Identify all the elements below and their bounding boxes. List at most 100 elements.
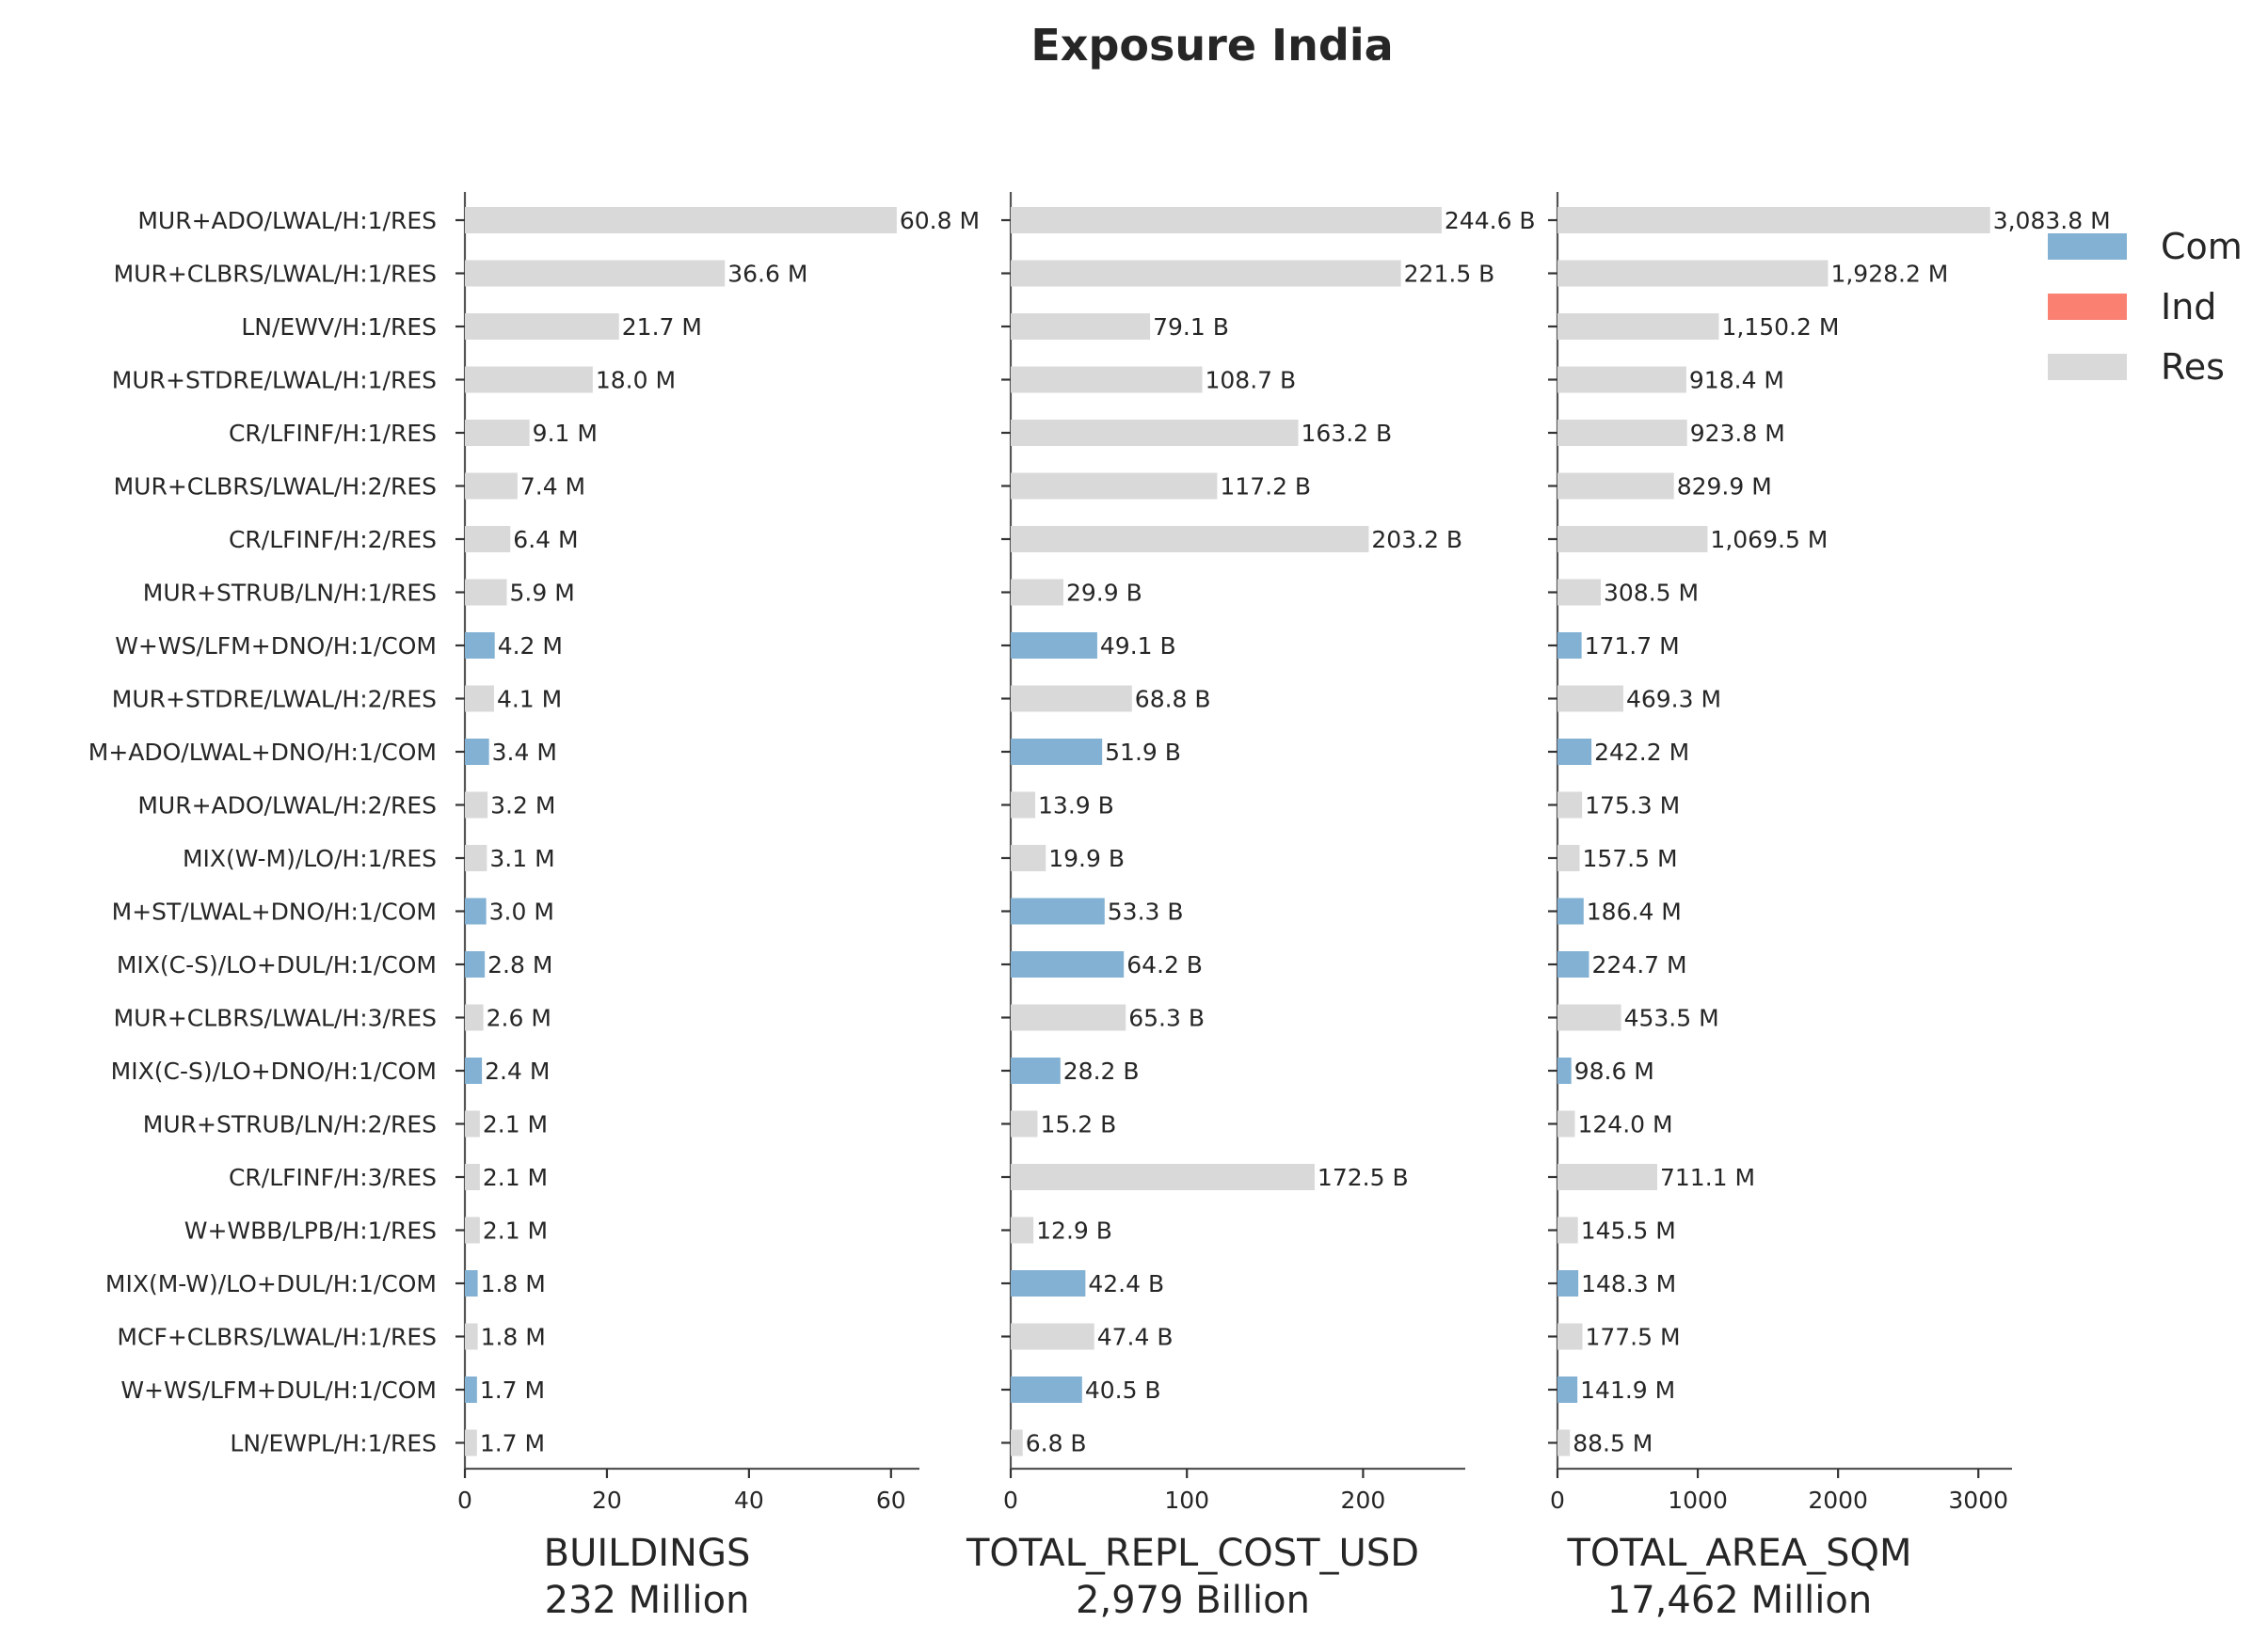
bar-value-label: 157.5 M bbox=[1582, 845, 1677, 872]
category-label: MUR+ADO/LWAL/H:1/RES bbox=[137, 207, 437, 234]
bar-value-label: 108.7 B bbox=[1205, 367, 1296, 394]
category-label: CR/LFINF/H:3/RES bbox=[229, 1164, 437, 1191]
bar bbox=[1557, 260, 1829, 287]
bar bbox=[1011, 1429, 1023, 1456]
bar-value-label: 1.7 M bbox=[480, 1430, 545, 1457]
bar-value-label: 1.7 M bbox=[480, 1376, 545, 1404]
bar-value-label: 829.9 M bbox=[1677, 473, 1772, 501]
x-tick-label: 0 bbox=[457, 1487, 472, 1514]
bar bbox=[1011, 1376, 1082, 1403]
bar-value-label: 171.7 M bbox=[1585, 632, 1680, 660]
bar bbox=[465, 260, 726, 287]
bar-value-label: 163.2 B bbox=[1302, 420, 1393, 447]
bar bbox=[465, 1323, 478, 1350]
bar bbox=[1011, 579, 1063, 606]
category-label: MUR+CLBRS/LWAL/H:2/RES bbox=[114, 473, 437, 501]
bar-value-label: 221.5 B bbox=[1404, 261, 1495, 288]
bar-value-label: 175.3 M bbox=[1585, 792, 1680, 820]
bar-value-label: 19.9 B bbox=[1048, 845, 1125, 872]
legend-swatch bbox=[2048, 294, 2127, 320]
panel-3: 3,083.8 M 1,928.2 M 1,150.2 M 918.4 M 923.8 … bbox=[1548, 192, 2111, 1622]
legend-item-com: Com bbox=[2048, 226, 2243, 267]
bar bbox=[465, 632, 495, 659]
bar bbox=[1557, 951, 1589, 978]
bar bbox=[1011, 1110, 1038, 1138]
category-label: MUR+ADO/LWAL/H:2/RES bbox=[137, 792, 437, 820]
bar bbox=[1011, 1164, 1315, 1190]
category-label: MIX(C-S)/LO+DUL/H:1/COM bbox=[117, 951, 437, 979]
legend-label: Com bbox=[2161, 226, 2243, 267]
chart-title: Exposure India bbox=[1030, 20, 1393, 71]
bar-value-label: 6.8 B bbox=[1026, 1430, 1087, 1457]
bar bbox=[465, 685, 494, 712]
bar-value-label: 2.1 M bbox=[483, 1111, 548, 1138]
chart-panels: 60.8 M MUR+ADO/LWAL/H:1/RES 36.6 M MUR+CLBR… bbox=[88, 192, 2111, 1622]
bar-value-label: 21.7 M bbox=[622, 313, 702, 341]
bar bbox=[465, 420, 530, 446]
x-axis-total: 2,979 Billion bbox=[1076, 1579, 1310, 1622]
bar bbox=[465, 1217, 480, 1244]
x-tick-label: 60 bbox=[876, 1487, 906, 1514]
bar bbox=[1557, 898, 1584, 925]
bar-value-label: 51.9 B bbox=[1105, 739, 1181, 766]
bar bbox=[465, 898, 487, 925]
legend-label: Res bbox=[2161, 346, 2225, 388]
bar bbox=[1557, 1376, 1578, 1403]
bar-value-label: 36.6 M bbox=[727, 261, 807, 288]
bar-value-label: 918.4 M bbox=[1689, 367, 1784, 394]
bar bbox=[1011, 898, 1105, 925]
bar bbox=[465, 791, 488, 819]
bar bbox=[465, 1004, 484, 1031]
bar bbox=[465, 526, 511, 552]
bar-value-label: 177.5 M bbox=[1585, 1324, 1680, 1351]
bar bbox=[1557, 472, 1674, 500]
bar-value-label: 1.8 M bbox=[481, 1270, 546, 1297]
x-axis-label: TOTAL_AREA_SQM bbox=[1566, 1532, 1911, 1575]
bar-value-label: 12.9 B bbox=[1036, 1217, 1112, 1245]
legend-item-ind: Ind bbox=[2048, 286, 2216, 327]
bar bbox=[1557, 1217, 1578, 1244]
bar bbox=[1011, 685, 1132, 712]
x-axis-label: BUILDINGS bbox=[544, 1532, 751, 1575]
bar-value-label: 60.8 M bbox=[900, 207, 980, 234]
bar bbox=[1011, 632, 1097, 659]
category-label: MIX(M-W)/LO+DUL/H:1/COM bbox=[105, 1270, 437, 1297]
bar bbox=[1011, 739, 1103, 765]
bar bbox=[1557, 1429, 1571, 1456]
bar-value-label: 47.4 B bbox=[1097, 1324, 1174, 1351]
category-label: W+WBB/LPB/H:1/RES bbox=[184, 1217, 437, 1245]
bar-value-label: 203.2 B bbox=[1371, 526, 1462, 553]
bar bbox=[465, 951, 486, 978]
category-label: W+WS/LFM+DNO/H:1/COM bbox=[115, 632, 437, 660]
legend-swatch bbox=[2048, 354, 2127, 380]
bar-value-label: 711.1 M bbox=[1660, 1164, 1755, 1191]
bar bbox=[1557, 526, 1708, 552]
bar-value-label: 141.9 M bbox=[1580, 1376, 1675, 1404]
bar bbox=[465, 1058, 483, 1084]
bar-value-label: 2.4 M bbox=[485, 1058, 550, 1085]
bar-value-label: 3,083.8 M bbox=[1993, 207, 2111, 234]
bar-value-label: 124.0 M bbox=[1577, 1111, 1672, 1138]
bar bbox=[1557, 366, 1686, 393]
bar-value-label: 244.6 B bbox=[1445, 207, 1536, 234]
bar-value-label: 4.2 M bbox=[498, 632, 563, 660]
bar-value-label: 68.8 B bbox=[1135, 686, 1211, 713]
bar bbox=[465, 1110, 480, 1138]
x-axis-total: 17,462 Million bbox=[1607, 1579, 1872, 1622]
bar-value-label: 242.2 M bbox=[1594, 739, 1689, 766]
category-label: LN/EWV/H:1/RES bbox=[241, 313, 437, 341]
bar bbox=[465, 579, 507, 606]
bar bbox=[1011, 366, 1203, 393]
bar-value-label: 42.4 B bbox=[1088, 1270, 1164, 1297]
x-tick-label: 0 bbox=[1550, 1487, 1565, 1514]
bar bbox=[1011, 260, 1401, 287]
bar bbox=[465, 1429, 477, 1456]
category-label: MUR+STDRE/LWAL/H:2/RES bbox=[112, 686, 437, 713]
bar bbox=[1557, 845, 1580, 871]
bar bbox=[465, 366, 593, 393]
category-label: LN/EWPL/H:1/RES bbox=[230, 1430, 437, 1457]
bar-value-label: 2.8 M bbox=[487, 951, 552, 979]
bar bbox=[1557, 739, 1592, 765]
